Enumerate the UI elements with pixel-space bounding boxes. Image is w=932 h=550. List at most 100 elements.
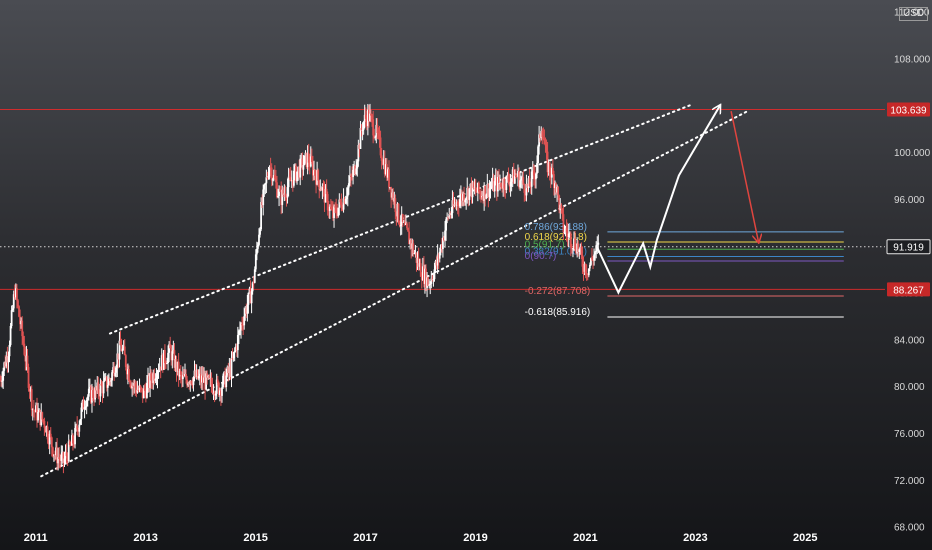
candle-body	[479, 191, 481, 193]
candle-body	[233, 350, 236, 353]
candle-body	[107, 379, 110, 385]
candle-body	[170, 348, 173, 361]
time-tick-label: 2017	[353, 532, 377, 544]
candle-body	[29, 389, 32, 392]
candle-body	[566, 232, 569, 238]
candle-body	[192, 377, 195, 386]
candle-body	[23, 343, 26, 355]
candle-body	[146, 383, 148, 398]
currency-label[interactable]: USD	[899, 7, 929, 21]
candle-body	[72, 435, 74, 444]
candle-body	[249, 288, 252, 304]
candle-body	[292, 170, 295, 186]
candle-body	[222, 375, 224, 388]
candle-body	[141, 388, 144, 399]
candle-body	[36, 405, 38, 421]
candle-body	[104, 376, 107, 379]
fib-label: 0.786(93.188)	[525, 222, 587, 233]
candle-body	[236, 335, 239, 351]
candle-body	[387, 169, 389, 178]
price-tick-label: 112.000	[894, 8, 930, 19]
candle-body	[564, 228, 567, 232]
candle-body	[260, 202, 263, 230]
candle-body	[304, 152, 307, 156]
candle-body	[57, 457, 60, 464]
candle-body	[422, 266, 425, 284]
candle-body	[129, 381, 131, 384]
candle-body	[581, 255, 584, 267]
candle-body	[357, 145, 360, 162]
candle-body	[42, 419, 45, 421]
candle-body	[340, 202, 343, 209]
candle-body	[157, 371, 160, 373]
candle-body	[509, 181, 512, 187]
candle-body	[390, 187, 393, 198]
candle-body	[90, 387, 92, 403]
candle-body	[561, 208, 564, 215]
candle-body	[514, 175, 517, 177]
candle-body	[289, 177, 292, 182]
candle-body	[298, 166, 301, 178]
time-axis[interactable]: 2011 2013 2015 2017 2019 2021 2023 2025	[24, 532, 818, 544]
candle-body	[102, 380, 105, 394]
candle-body	[6, 356, 9, 363]
candle-body	[154, 378, 157, 381]
candle-body	[447, 217, 450, 219]
candle-body	[595, 245, 598, 253]
candle-body	[308, 162, 311, 167]
candle-body	[96, 382, 99, 391]
candle-body	[536, 163, 538, 174]
candle-body	[45, 426, 48, 433]
candle-body	[122, 346, 125, 349]
candle-body	[522, 177, 525, 185]
candle-body	[272, 175, 275, 180]
candle-body	[40, 412, 43, 426]
candle-body	[542, 137, 545, 140]
candle-body	[557, 186, 560, 196]
candle-body	[326, 194, 329, 211]
candle-body	[347, 183, 350, 188]
candle-body	[501, 187, 504, 189]
candle-body	[125, 367, 128, 375]
candle-body	[135, 387, 138, 393]
candle-body	[548, 162, 551, 174]
candle-body	[495, 177, 498, 192]
candle-body	[290, 180, 293, 182]
candle-body	[18, 306, 20, 317]
candle-body	[105, 376, 108, 388]
candle-body	[166, 363, 168, 365]
candle-body	[468, 188, 471, 200]
candle-body	[281, 189, 284, 205]
candle-body	[284, 193, 287, 198]
candle-body	[19, 316, 21, 325]
price-axis[interactable]: 112.000108.000104.000100.00096.00092.000…	[894, 8, 931, 534]
candle-body	[403, 221, 406, 225]
candle-body	[51, 447, 54, 456]
candle-body	[309, 156, 312, 167]
candle-body	[486, 184, 489, 195]
candle-body	[341, 208, 344, 210]
candle-body	[526, 183, 529, 189]
candle-body	[56, 447, 58, 464]
candle-body	[83, 407, 86, 410]
candle-body	[206, 373, 209, 378]
candle-body	[133, 382, 136, 386]
candle-body	[264, 183, 267, 185]
candle-body	[144, 390, 147, 398]
candle-body	[321, 186, 324, 191]
candle-body	[502, 179, 505, 189]
candle-body	[296, 171, 298, 182]
candle-body	[269, 167, 272, 169]
candle-body	[266, 177, 269, 179]
candle-body	[106, 384, 109, 388]
candle-body	[27, 367, 30, 388]
candle-body	[55, 447, 57, 456]
candle-body	[343, 198, 346, 204]
candle-body	[97, 382, 100, 394]
candle-body	[388, 169, 390, 188]
candle-body	[189, 381, 192, 385]
candle-body	[449, 214, 452, 216]
candle-body	[151, 380, 154, 384]
